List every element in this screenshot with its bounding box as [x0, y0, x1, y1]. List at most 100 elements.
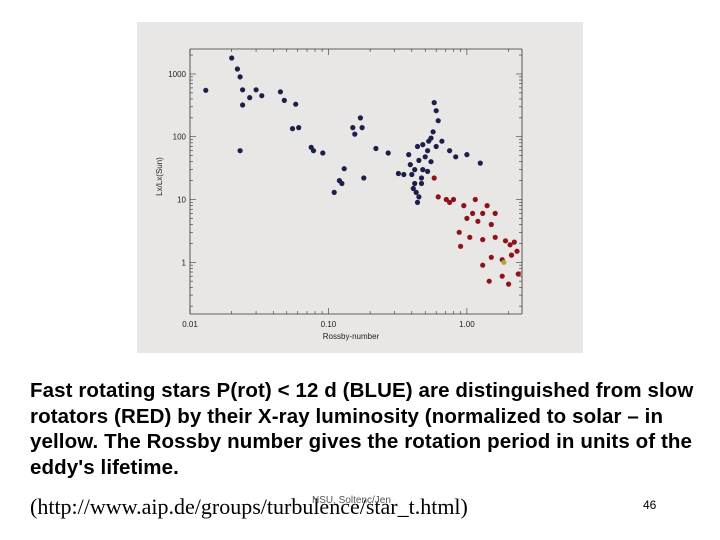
x-axis-label: Rossby-number	[323, 332, 380, 341]
data-point-red	[506, 281, 512, 287]
data-point-blue	[414, 199, 421, 205]
data-point-blue	[425, 148, 431, 154]
data-point-blue	[385, 150, 391, 156]
data-point-blue	[357, 115, 363, 121]
data-point-blue	[359, 125, 365, 131]
page-number: 46	[643, 498, 657, 512]
data-point-blue	[320, 150, 326, 156]
data-point-blue	[410, 185, 416, 192]
data-point-blue	[352, 131, 358, 137]
data-point-blue	[277, 89, 283, 95]
data-point-red	[470, 210, 476, 216]
data-point-yellow	[501, 259, 507, 265]
data-point-blue	[412, 167, 418, 173]
y-axis-label: Lx/Lx(Sun)	[155, 157, 164, 196]
data-point-blue	[418, 175, 425, 181]
caption-text: Fast rotating stars P(rot) < 12 d (BLUE)…	[30, 379, 694, 479]
data-point-blue	[422, 154, 428, 160]
data-point-blue	[350, 125, 356, 131]
data-point-red	[499, 273, 505, 279]
data-point-blue	[240, 102, 246, 108]
data-point-blue	[229, 55, 235, 61]
data-point-blue	[413, 189, 419, 195]
data-point-red	[447, 199, 453, 205]
data-point-blue	[416, 194, 422, 200]
data-point-blue	[259, 93, 265, 99]
data-point-blue	[395, 170, 401, 177]
data-point-blue	[425, 168, 431, 174]
data-point-blue	[234, 66, 240, 72]
source-url: (http://www.aip.de/groups/turbulence/sta…	[30, 494, 468, 519]
data-point-blue	[464, 152, 470, 158]
chart-panel: 0.01 0.10 1.00 1 10 100 1000 Rossby-number Lx/Lx…	[137, 22, 583, 353]
data-point-red	[507, 242, 513, 248]
footer-text: NSU, Soltenc/Jen	[312, 495, 391, 506]
data-point-blue	[361, 175, 367, 181]
data-point-blue	[281, 97, 287, 103]
data-point-blue	[401, 171, 407, 178]
data-point-red	[488, 221, 494, 228]
data-point-red	[480, 262, 486, 268]
data-point-red	[511, 239, 517, 245]
x-tick-label: 0.01	[182, 320, 198, 329]
data-point-blue	[428, 135, 434, 141]
data-point-blue	[416, 157, 422, 163]
x-tick-label: 1.00	[459, 320, 475, 329]
data-point-blue	[339, 180, 345, 187]
data-point-blue	[373, 145, 379, 152]
data-point-red	[515, 271, 521, 277]
data-point-blue	[293, 101, 299, 107]
y-tick-label: 1000	[168, 70, 186, 79]
data-point-blue	[407, 162, 413, 168]
data-point-blue	[406, 152, 412, 158]
data-point-blue	[341, 166, 347, 172]
y-tick-label: 10	[177, 196, 186, 205]
data-point-blue	[203, 87, 209, 93]
data-point-blue	[418, 180, 425, 187]
data-point-blue	[431, 100, 437, 106]
data-point-red	[502, 238, 509, 244]
y-tick-label: 1	[182, 258, 187, 267]
data-point-red	[480, 210, 486, 216]
data-point-blue	[435, 118, 441, 124]
data-point-red	[456, 229, 462, 235]
data-point-red	[464, 215, 470, 221]
data-point-red	[458, 243, 464, 249]
data-point-red	[475, 218, 481, 224]
data-point-blue	[409, 171, 415, 178]
data-point-blue	[310, 148, 317, 154]
data-point-red	[472, 196, 478, 203]
data-point-blue	[433, 108, 439, 114]
data-point-blue	[447, 148, 453, 154]
data-point-blue	[289, 126, 296, 132]
data-point-red	[484, 203, 490, 209]
x-tick-label: 0.10	[321, 320, 337, 329]
data-point-blue	[331, 189, 337, 195]
data-point-blue	[412, 180, 418, 187]
data-point-red	[492, 210, 498, 216]
data-point-blue	[296, 125, 302, 131]
data-point-red	[486, 278, 492, 284]
data-point-blue	[237, 148, 243, 154]
data-point-blue	[420, 142, 426, 148]
data-point-blue	[414, 143, 421, 150]
data-point-blue	[240, 87, 246, 93]
data-point-blue	[237, 74, 243, 80]
data-point-blue	[453, 154, 459, 160]
data-point-blue	[477, 160, 483, 166]
data-point-red	[450, 196, 457, 203]
data-point-red	[480, 237, 486, 243]
data-point-blue	[420, 167, 426, 173]
data-point-red	[431, 175, 437, 181]
data-point-red	[508, 252, 515, 258]
data-point-blue	[428, 159, 434, 165]
data-point-blue	[433, 143, 439, 150]
data-point-red	[514, 248, 520, 254]
scatter-plot: 0.01 0.10 1.00 1 10 100 1000 Rossby-number Lx/Lx…	[155, 48, 523, 341]
data-point-red	[461, 203, 467, 209]
y-tick-label: 100	[173, 133, 187, 142]
data-point-red	[488, 254, 494, 260]
data-point-blue	[439, 138, 445, 144]
data-point-blue	[253, 87, 259, 93]
data-point-blue	[247, 95, 253, 101]
